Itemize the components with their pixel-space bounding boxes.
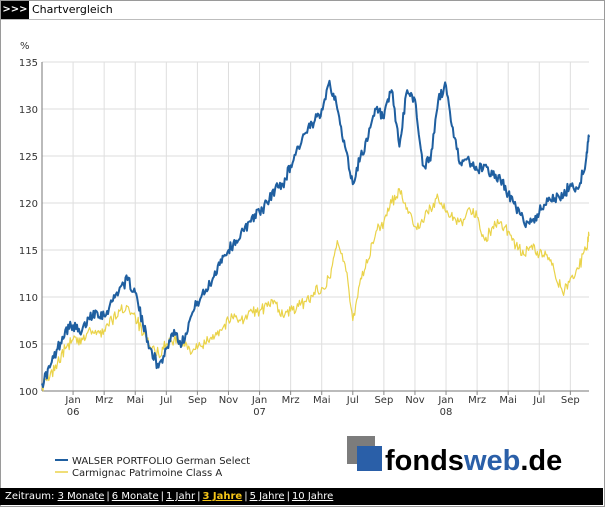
y-tick-label: 130 [19, 105, 38, 116]
y-tick-label: 105 [19, 340, 38, 351]
x-tick-label: Mrz [468, 395, 486, 406]
y-tick-label: 110 [19, 293, 38, 304]
logo-text-main: fonds [385, 445, 464, 477]
timerange-label: Zeitraum: [5, 491, 55, 502]
widget-title: Chartvergleich [32, 3, 113, 16]
x-tick-label: Jan [251, 395, 267, 406]
timerange-link[interactable]: 3 Monate [57, 491, 105, 502]
series-line-2 [41, 188, 590, 392]
y-tick-label: 135 [19, 58, 38, 69]
widget-header: >>> Chartvergleich [1, 1, 604, 20]
x-tick-label: Jan [437, 395, 453, 406]
x-tick-label: Sep [374, 395, 393, 406]
x-year-label: 07 [253, 407, 266, 418]
x-tick-label: Mrz [282, 395, 300, 406]
link-separator: | [160, 491, 164, 502]
chart-lines [41, 79, 590, 392]
x-tick-label: Sep [188, 395, 207, 406]
y-axis-label: % [20, 41, 30, 52]
x-tick-label: Mrz [95, 395, 113, 406]
logo-text-accent: web [463, 445, 520, 477]
timerange-link[interactable]: 6 Monate [111, 491, 159, 502]
chart-axes [41, 62, 589, 392]
logo-wordmark: fondsweb.de [385, 445, 562, 477]
timerange-links: 3 Monate | 6 Monate | 1 Jahr | 3 Jahre | 5 Jahre… [58, 491, 334, 502]
link-separator: | [106, 491, 110, 502]
legend-label: Carmignac Patrimoine Class A [72, 468, 222, 479]
y-tick-label: 100 [19, 387, 38, 398]
x-tick-label: Mai [313, 395, 331, 406]
x-tick-label: Sep [561, 395, 580, 406]
x-tick-label: Nov [219, 395, 239, 406]
y-tick-label: 120 [19, 199, 38, 210]
timerange-link[interactable]: 5 Jahre [249, 491, 285, 502]
timerange-link[interactable]: 10 Jahre [291, 491, 334, 502]
link-separator: | [286, 491, 290, 502]
x-tick-label: Nov [405, 395, 425, 406]
y-tick-label: 115 [19, 246, 38, 257]
x-tick-label: Mai [126, 395, 144, 406]
series-line-1 [41, 79, 590, 389]
x-year-label: 08 [440, 407, 453, 418]
legend-label: WALSER PORTFOLIO German Select [72, 456, 250, 467]
x-axis-ticks: Jan Mrz Mai Jul Sep Nov Jan Mrz Mai Jul Sep Nov Jan M… [64, 391, 580, 418]
x-tick-label: Jul [159, 395, 172, 406]
fondsweb-logo: fondsweb.de [347, 436, 562, 477]
x-tick-label: Jan [64, 395, 80, 406]
link-separator: | [197, 491, 201, 502]
logo-text-tail: .de [520, 445, 562, 477]
x-year-label: 06 [67, 407, 80, 418]
timerange-bar: Zeitraum: 3 Monate | 6 Monate | 1 Jahr | 3 Jah… [0, 488, 603, 505]
x-tick-label: Jul [532, 395, 545, 406]
y-tick-label: 125 [19, 152, 38, 163]
x-tick-label: Mai [499, 395, 517, 406]
y-axis-ticks: 100 105 110 115 120 125 130 135% [19, 41, 38, 398]
chart-legend: WALSER PORTFOLIO German SelectCarmignac … [55, 456, 250, 479]
logo-square-blue [357, 446, 382, 471]
expand-arrows-icon[interactable]: >>> [1, 1, 29, 19]
x-tick-label: Jul [346, 395, 359, 406]
timerange-link[interactable]: 1 Jahr [165, 491, 196, 502]
timerange-link[interactable]: 3 Jahre [202, 491, 243, 502]
link-separator: | [244, 491, 248, 502]
